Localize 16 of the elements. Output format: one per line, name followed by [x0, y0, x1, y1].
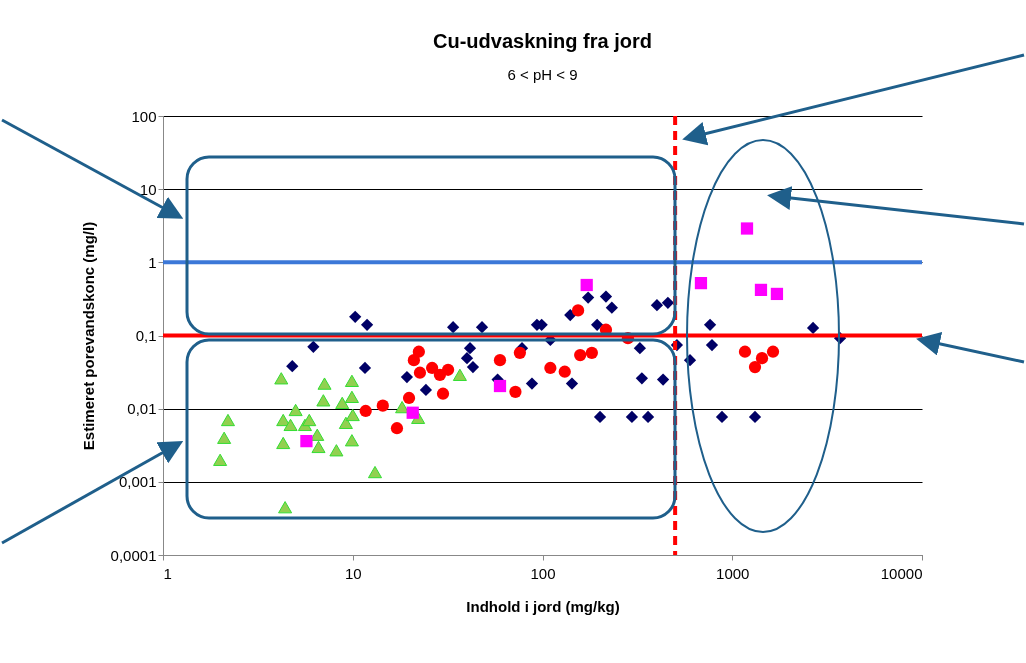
- x-tick-label: 1000: [716, 564, 750, 582]
- chart-subtitle: 6 < pH < 9: [507, 66, 578, 83]
- y-axis-title: Estimeret porevandskonc (mg/l): [79, 221, 97, 451]
- x-tick-label: 10000: [880, 564, 923, 582]
- y-tick-label: 0,001: [118, 473, 157, 491]
- y-tick-label: 0,01: [127, 400, 157, 418]
- y-tick-label: 100: [131, 107, 157, 125]
- y-tick-label: 1: [148, 253, 157, 271]
- x-tick-label: 1: [163, 564, 172, 582]
- chart-title: Cu-udvaskning fra jord: [433, 30, 652, 52]
- x-tick-label: 100: [530, 564, 556, 582]
- x-tick-label: 10: [344, 564, 362, 582]
- y-tick-label: 10: [139, 180, 157, 198]
- y-tick-label: 0,1: [135, 327, 157, 344]
- x-axis-title: Indhold i jord (mg/kg): [466, 597, 620, 615]
- y-tick-label: 0,0001: [110, 546, 157, 564]
